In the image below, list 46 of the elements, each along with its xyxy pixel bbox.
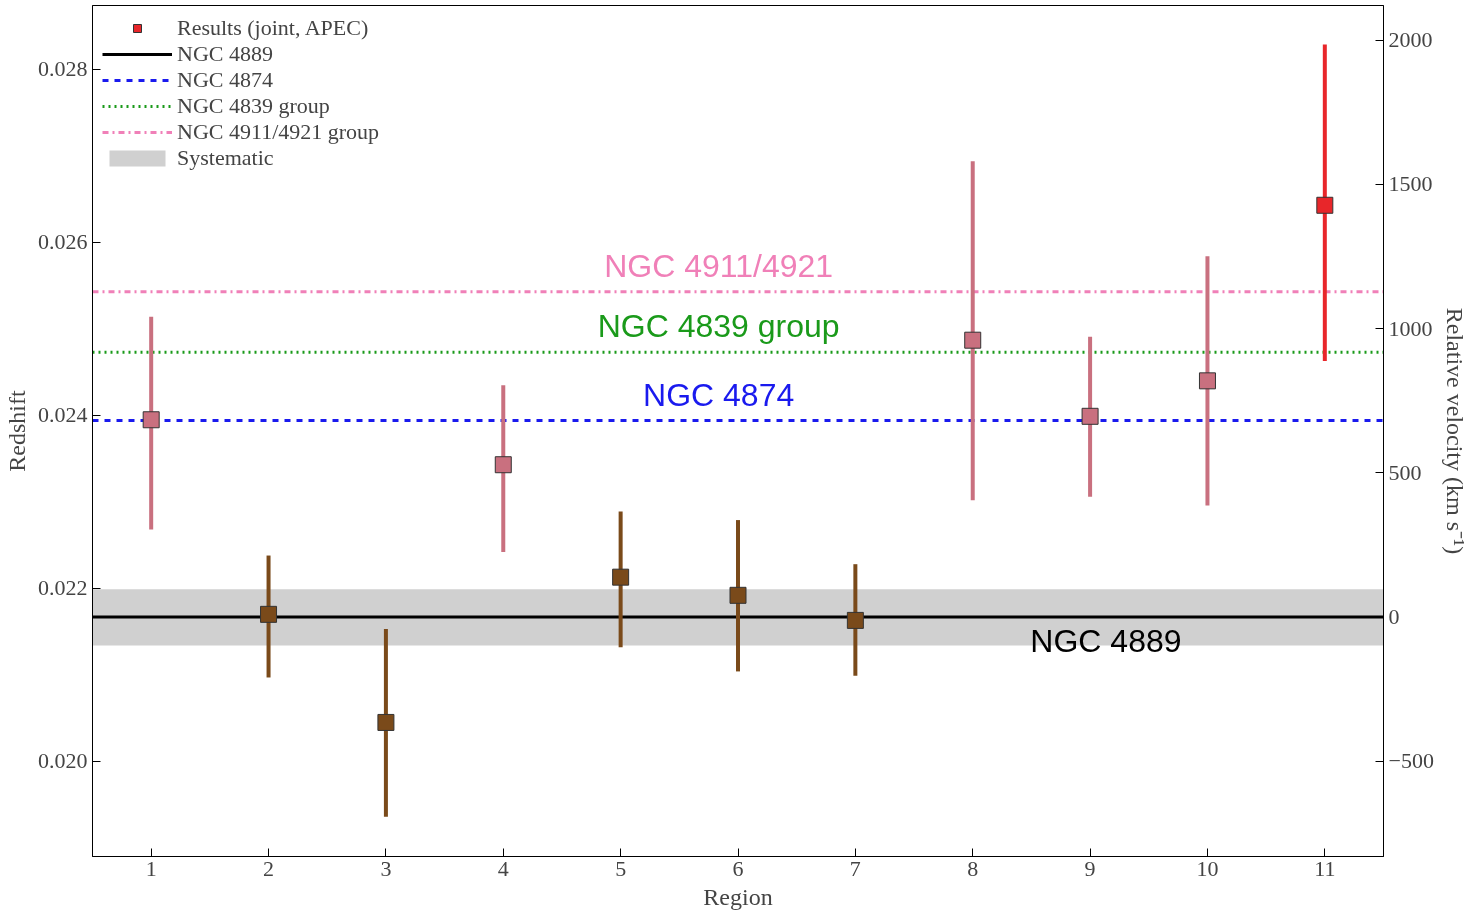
point <box>142 411 160 429</box>
legend-label: NGC 4911/4921 group <box>177 119 380 145</box>
y-axis-title: Redshift <box>4 390 30 472</box>
x-tick-label: 7 <box>849 855 861 881</box>
y2-axis-title: Relative velocity (km s⁻¹) <box>1441 307 1468 555</box>
legend-label: Results (joint, APEC) <box>177 15 369 41</box>
x-tick-label: 9 <box>1084 855 1096 881</box>
legend-label: NGC 4889 <box>177 41 273 67</box>
annotation: NGC 4839 group <box>597 308 840 345</box>
point <box>1198 372 1216 390</box>
x-tick-label: 1 <box>145 855 157 881</box>
annotation: NGC 4874 <box>643 376 795 413</box>
y2-tick-label: −500 <box>1388 748 1434 774</box>
x-axis-title: Region <box>703 883 773 910</box>
annotation: NGC 4911/4921 <box>604 247 834 284</box>
y-tick-label: 0.026 <box>38 229 88 255</box>
x-tick-label: 2 <box>263 855 275 881</box>
y-tick-label: 0.020 <box>38 748 88 774</box>
y2-tick-label: 2000 <box>1388 27 1433 53</box>
x-tick-label: 11 <box>1314 855 1336 881</box>
y2-tick-label: 500 <box>1388 459 1422 485</box>
point <box>260 605 278 623</box>
legend-label: NGC 4874 <box>177 67 273 93</box>
y2-tick-label: 1500 <box>1388 171 1433 197</box>
y-tick-label: 0.022 <box>38 575 88 601</box>
legend-label: NGC 4839 group <box>177 93 330 119</box>
annotation: NGC 4889 <box>1030 622 1182 659</box>
x-tick-label: 6 <box>732 855 744 881</box>
y2-tick-label: 1000 <box>1388 315 1433 341</box>
point <box>1081 407 1099 425</box>
point <box>377 713 395 731</box>
x-tick-label: 5 <box>615 855 627 881</box>
y-tick-label: 0.028 <box>38 56 88 82</box>
x-tick-label: 3 <box>380 855 392 881</box>
point <box>729 586 747 604</box>
x-tick-label: 10 <box>1196 855 1219 881</box>
point <box>612 568 630 586</box>
y2-tick-label: 0 <box>1388 604 1400 630</box>
point <box>964 331 982 349</box>
x-tick-label: 4 <box>497 855 509 881</box>
point <box>1316 196 1334 214</box>
x-tick-label: 8 <box>967 855 979 881</box>
legend-label: Systematic <box>177 145 274 171</box>
point <box>846 611 864 629</box>
y-tick-label: 0.024 <box>38 402 88 428</box>
point <box>494 456 512 474</box>
